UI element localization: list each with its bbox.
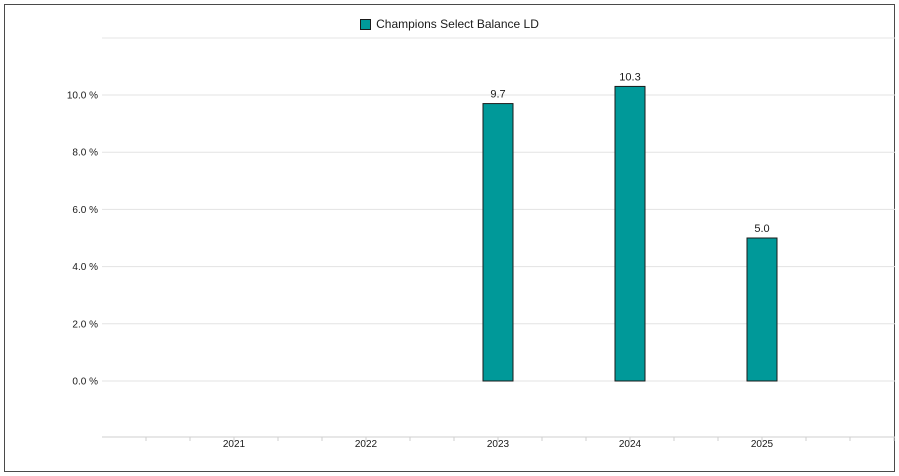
x-tick-label: 2025	[751, 439, 774, 450]
legend-swatch	[360, 18, 372, 30]
x-tick-label: 2023	[487, 439, 510, 450]
data-label: 10.3	[619, 71, 640, 83]
legend: Champions Select Balance LD	[5, 17, 894, 31]
y-tick-label: 6.0 %	[72, 205, 98, 216]
y-tick-label: 0.0 %	[72, 377, 98, 388]
x-tick-label: 2021	[223, 439, 246, 450]
bar	[482, 103, 514, 382]
x-tick-label: 2022	[355, 439, 378, 450]
data-label: 9.7	[490, 89, 505, 101]
x-tick-label: 2024	[619, 439, 642, 450]
y-tick-label: 8.0 %	[72, 148, 98, 159]
y-tick-label: 10.0 %	[67, 91, 98, 102]
bar	[614, 85, 646, 382]
y-tick-label: 4.0 %	[72, 262, 98, 273]
y-tick-label: 2.0 %	[72, 319, 98, 330]
data-label: 5.0	[754, 223, 769, 235]
legend-label: Champions Select Balance LD	[376, 17, 539, 31]
bar	[746, 237, 778, 382]
